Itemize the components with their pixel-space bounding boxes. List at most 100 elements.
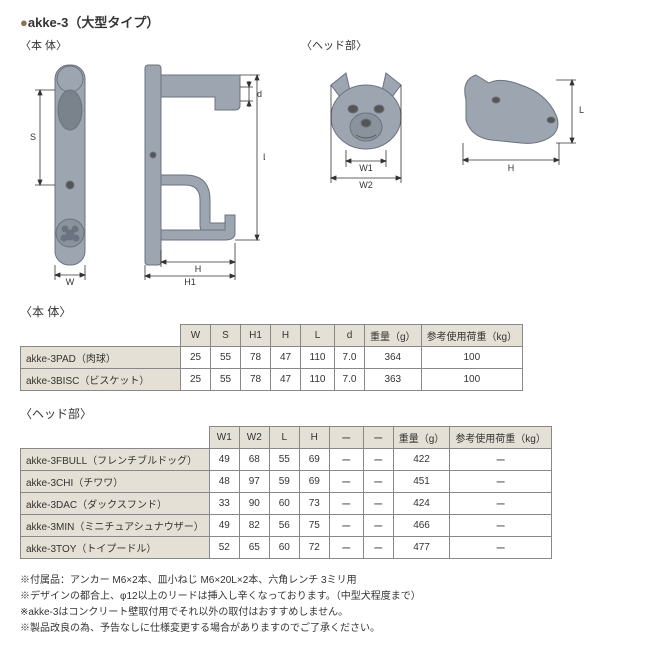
dim-L: L: [263, 152, 265, 162]
dim-S: S: [30, 132, 36, 142]
table-row: akke-3CHI（チワワ）48975969ーー451ー: [21, 471, 552, 493]
table-cell: ー: [329, 493, 363, 515]
table-cell: 65: [239, 537, 269, 559]
table-header: 重量（g）: [365, 325, 422, 347]
table-cell: 100: [421, 347, 523, 369]
table-cell: 55: [269, 449, 299, 471]
diagram-section: 〈本 体〉: [20, 37, 639, 285]
tables-section: 〈本 体〉 WSH1HLd重量（g）参考使用荷重（kg）akke-3PAD（肉球…: [20, 303, 639, 636]
body-side-diagram: d L H: [125, 55, 265, 285]
head-diagram-group: 〈ヘッド部〉: [301, 37, 591, 285]
table-header: H: [271, 325, 301, 347]
table-cell: 60: [269, 493, 299, 515]
head-table-label: 〈ヘッド部〉: [20, 405, 639, 422]
table-cell: ー: [329, 471, 363, 493]
table-cell: 55: [211, 347, 241, 369]
table-cell: 52: [209, 537, 239, 559]
note-line: ※akke-3はコンクリート壁取付用でそれ以外の取付はおすすめしません。: [20, 605, 639, 620]
head-side-diagram: L H: [441, 55, 591, 205]
table-cell: 75: [299, 515, 329, 537]
table-cell: 69: [299, 449, 329, 471]
table-cell: 33: [209, 493, 239, 515]
table-cell: 49: [209, 449, 239, 471]
table-cell: akke-3CHI（チワワ）: [21, 471, 210, 493]
body-front-diagram: W S: [20, 55, 115, 285]
table-header: H: [299, 427, 329, 449]
dim-L-head: L: [579, 105, 584, 115]
table-cell: 110: [301, 369, 335, 391]
table-header: 重量（g）: [393, 427, 450, 449]
table-cell: 78: [241, 369, 271, 391]
table-cell: 55: [211, 369, 241, 391]
table-cell: 59: [269, 471, 299, 493]
table-cell: ー: [450, 493, 552, 515]
dim-W2: W2: [359, 180, 373, 190]
table-cell: 97: [239, 471, 269, 493]
table-cell: akke-3BISC（ビスケット）: [21, 369, 181, 391]
table-header: [21, 427, 210, 449]
table-header: L: [301, 325, 335, 347]
head-front-diagram: W1 W2: [301, 55, 431, 205]
table-cell: ー: [363, 537, 393, 559]
table-cell: 7.0: [335, 347, 365, 369]
body-label: 〈本 体〉: [20, 37, 265, 53]
dim-H-head: H: [508, 163, 515, 173]
dim-W: W: [66, 277, 75, 285]
dim-H: H: [195, 264, 202, 274]
table-cell: 90: [239, 493, 269, 515]
table-cell: 422: [393, 449, 450, 471]
table-cell: 100: [421, 369, 523, 391]
dim-W1: W1: [359, 163, 373, 173]
table-header: W2: [239, 427, 269, 449]
table-header: d: [335, 325, 365, 347]
note-line: ※デザインの都合上、φ12以上のリードは挿入し辛くなっております。（中型犬程度ま…: [20, 589, 639, 604]
table-cell: ー: [329, 515, 363, 537]
table-cell: 72: [299, 537, 329, 559]
table-cell: 477: [393, 537, 450, 559]
body-table-label: 〈本 体〉: [20, 303, 639, 320]
table-header: ー: [363, 427, 393, 449]
table-cell: 82: [239, 515, 269, 537]
table-cell: 49: [209, 515, 239, 537]
table-header: [21, 325, 181, 347]
table-cell: akke-3TOY（トイプードル）: [21, 537, 210, 559]
table-cell: 78: [241, 347, 271, 369]
table-header: S: [211, 325, 241, 347]
table-cell: akke-3PAD（肉球）: [21, 347, 181, 369]
dim-H1: H1: [184, 277, 196, 285]
table-header: L: [269, 427, 299, 449]
table-cell: akke-3MIN（ミニチュアシュナウザー）: [21, 515, 210, 537]
body-table: WSH1HLd重量（g）参考使用荷重（kg）akke-3PAD（肉球）25557…: [20, 324, 523, 391]
table-row: akke-3BISC（ビスケット）255578471107.0363100: [21, 369, 523, 391]
head-table: W1W2LHーー重量（g）参考使用荷重（kg）akke-3FBULL（フレンチブ…: [20, 426, 552, 559]
table-row: akke-3MIN（ミニチュアシュナウザー）49825675ーー466ー: [21, 515, 552, 537]
table-header: W: [181, 325, 211, 347]
table-header: 参考使用荷重（kg）: [421, 325, 523, 347]
title-text: akke-3（大型タイプ）: [28, 15, 159, 30]
table-cell: ー: [450, 449, 552, 471]
table-row: akke-3PAD（肉球）255578471107.0364100: [21, 347, 523, 369]
body-diagram-group: 〈本 体〉: [20, 37, 265, 285]
table-cell: 73: [299, 493, 329, 515]
table-cell: 364: [365, 347, 422, 369]
table-cell: ー: [450, 471, 552, 493]
table-header: ー: [329, 427, 363, 449]
table-cell: 424: [393, 493, 450, 515]
dim-d: d: [257, 89, 262, 99]
table-cell: 56: [269, 515, 299, 537]
product-title: ●akke-3（大型タイプ）: [20, 12, 639, 31]
table-cell: 68: [239, 449, 269, 471]
table-cell: ー: [450, 515, 552, 537]
table-header: W1: [209, 427, 239, 449]
table-cell: ー: [363, 471, 393, 493]
table-cell: 69: [299, 471, 329, 493]
table-cell: ー: [363, 449, 393, 471]
table-cell: 25: [181, 369, 211, 391]
note-line: ※製品改良の為、予告なしに仕様変更する場合がありますのでご了承ください。: [20, 621, 639, 636]
table-cell: 60: [269, 537, 299, 559]
table-cell: akke-3DAC（ダックスフンド）: [21, 493, 210, 515]
table-cell: 363: [365, 369, 422, 391]
table-header: H1: [241, 325, 271, 347]
table-cell: 48: [209, 471, 239, 493]
table-cell: ー: [329, 449, 363, 471]
